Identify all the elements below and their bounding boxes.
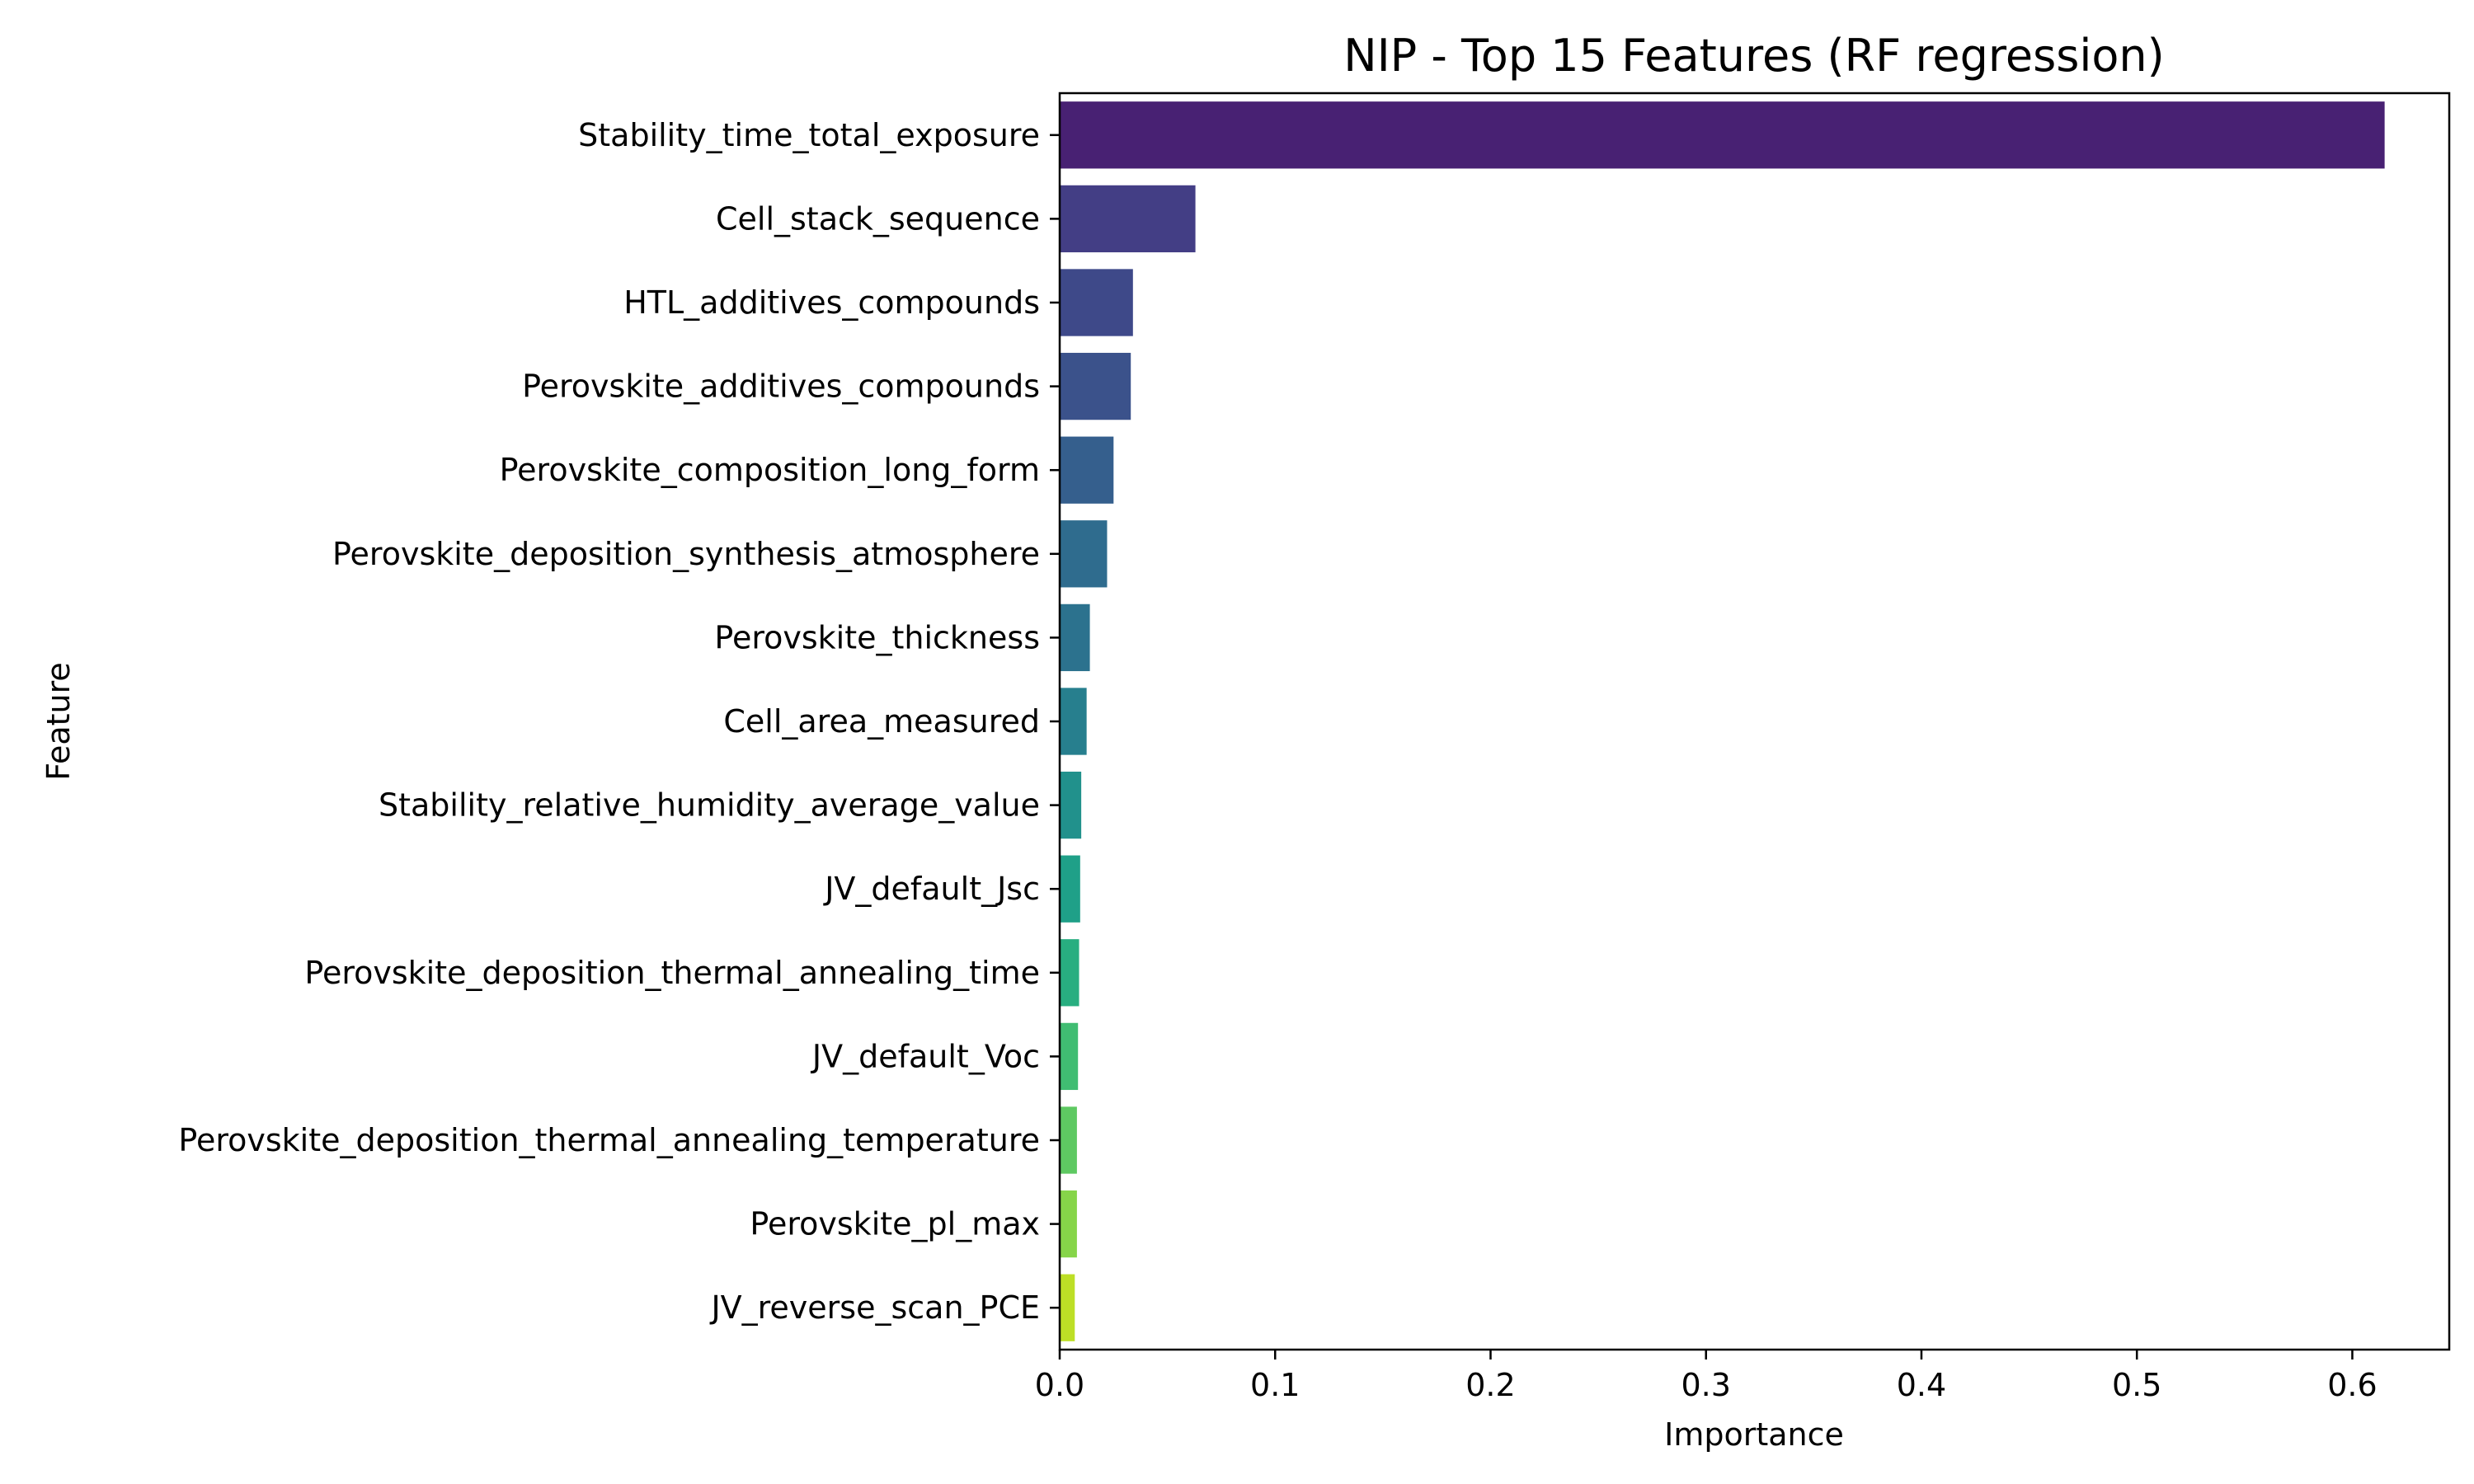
x-axis-title: Importance (1664, 1416, 1844, 1453)
y-axis-title: Feature (40, 662, 77, 781)
y-tick-label: Stability_time_total_exposure (578, 117, 1040, 153)
bar-JV_reverse_scan_PCE (1060, 1274, 1075, 1341)
bar-Perovskite_deposition_thermal_annealing_time (1060, 939, 1079, 1007)
y-tick-label: JV_reverse_scan_PCE (709, 1289, 1040, 1326)
x-tick-label: 0.5 (2112, 1367, 2161, 1403)
y-tick-label: JV_default_Jsc (823, 871, 1040, 907)
y-tick-label: Perovskite_deposition_thermal_annealing_… (304, 955, 1040, 991)
y-tick-label: Perovskite_additives_compounds (522, 369, 1040, 405)
x-tick-label: 0.3 (1681, 1367, 1731, 1403)
bar-Stability_relative_humidity_average_value (1060, 771, 1082, 839)
bar-JV_default_Voc (1060, 1022, 1079, 1091)
y-tick-label: Stability_relative_humidity_average_valu… (379, 787, 1040, 824)
bar-Cell_stack_sequence (1060, 185, 1196, 253)
bar-Perovskite_additives_compounds (1060, 352, 1131, 420)
y-tick-label: HTL_additives_compounds (623, 284, 1040, 321)
x-axis-ticks: 0.0 0.1 0.2 0.3 0.4 0.5 0.6 (1035, 1350, 2378, 1403)
bar-Perovskite_deposition_thermal_annealing_temperature (1060, 1106, 1077, 1174)
x-tick-label: 0.2 (1465, 1367, 1515, 1403)
y-tick-label: Perovskite_composition_long_form (500, 452, 1040, 488)
y-tick-label: JV_default_Voc (811, 1038, 1040, 1074)
y-tick-label: Perovskite_thickness (714, 619, 1040, 655)
bar-Perovskite_pl_max (1060, 1190, 1077, 1258)
x-tick-label: 0.1 (1250, 1367, 1300, 1403)
y-tick-label: Cell_stack_sequence (716, 200, 1040, 237)
bar-Perovskite_composition_long_form (1060, 436, 1114, 504)
bar-Stability_time_total_exposure (1060, 101, 2385, 169)
y-tick-label: Perovskite_deposition_thermal_annealing_… (178, 1122, 1040, 1158)
y-tick-label: Perovskite_deposition_synthesis_atmosphe… (332, 536, 1040, 572)
bar-HTL_additives_compounds (1060, 269, 1133, 336)
x-tick-label: 0.0 (1035, 1367, 1084, 1403)
bar-Perovskite_deposition_synthesis_atmosphere (1060, 520, 1108, 588)
x-tick-label: 0.4 (1897, 1367, 1946, 1403)
y-tick-label: Perovskite_pl_max (750, 1206, 1040, 1242)
plot-frame (1058, 92, 2451, 1351)
y-tick-label: Cell_area_measured (723, 703, 1040, 740)
bar-Cell_area_measured (1060, 688, 1087, 755)
chart-title: NIP - Top 15 Features (RF regression) (1343, 30, 2164, 82)
bars-group (1060, 101, 2385, 1341)
bar-Perovskite_thickness (1060, 603, 1090, 672)
x-tick-label: 0.6 (2327, 1367, 2377, 1403)
y-axis-ticks: Stability_time_total_exposure Cell_stack_… (178, 117, 1060, 1326)
bar-JV_default_Jsc (1060, 855, 1080, 923)
